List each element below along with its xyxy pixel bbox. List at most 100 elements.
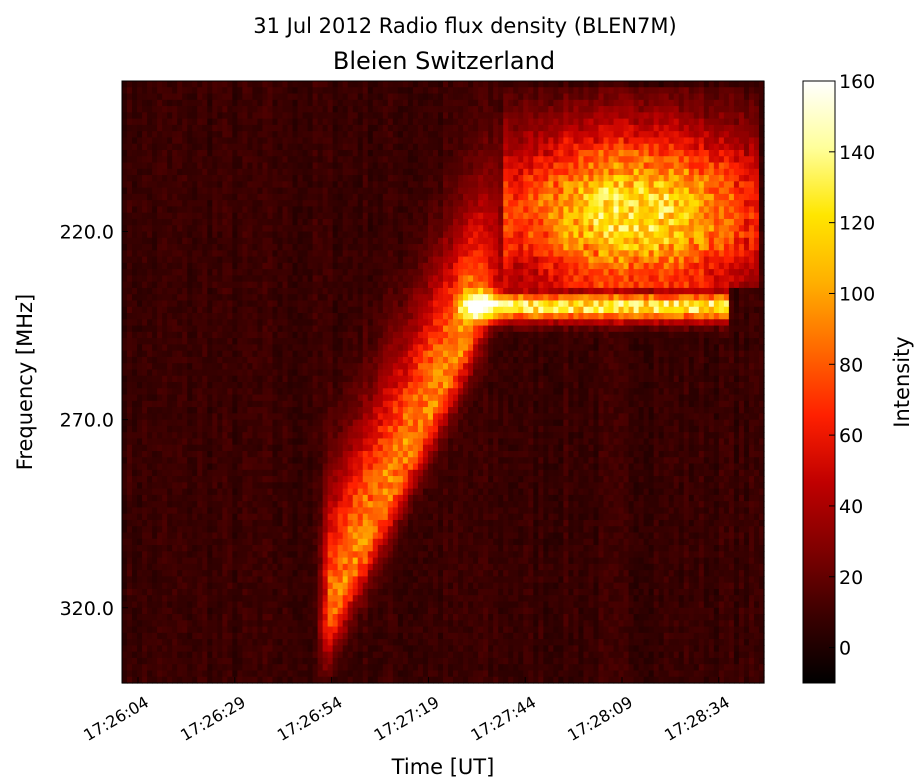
heatmap-cell [277,143,284,151]
heatmap-cell [157,313,163,320]
heatmap-cell [653,313,660,320]
heatmap-cell [463,187,469,195]
heatmap-cell [382,306,389,314]
heatmap-cell [177,106,183,113]
heatmap-cell [688,281,695,289]
heatmap-cell [478,143,484,151]
heatmap-cell [412,99,419,107]
heatmap-cell [262,225,269,233]
heatmap-cell [252,287,259,295]
heatmap-cell [407,237,414,245]
heatmap-cell [688,118,695,126]
heatmap-cell [733,181,740,189]
heatmap-cell [708,281,715,289]
heatmap-cell [723,124,730,132]
heatmap-cell [337,162,344,170]
heatmap-cell [553,212,559,220]
heatmap-cell [122,275,128,283]
heatmap-cell [192,294,198,302]
heatmap-cell [137,206,143,214]
heatmap-cell [633,200,640,208]
heatmap-cell [478,294,484,302]
heatmap-cell [658,281,665,289]
heatmap-cell [302,200,309,208]
heatmap-cell [302,206,309,214]
heatmap-cell [372,250,379,258]
heatmap-cell [212,187,218,195]
heatmap-cell [733,294,740,302]
heatmap-cell [718,275,725,283]
heatmap-cell [382,81,389,88]
heatmap-cell [277,287,284,295]
heatmap-cell [412,124,419,132]
heatmap-cell [427,306,434,314]
heatmap-cell [422,137,429,145]
heatmap-cell [387,193,394,201]
heatmap-cell [728,187,735,195]
heatmap-cell [377,149,384,157]
heatmap-cell [362,212,369,220]
heatmap-cell [412,212,419,220]
heatmap-cell [362,181,369,189]
heatmap-cell [197,149,203,157]
heatmap-cell [147,124,153,132]
heatmap-cell [533,156,539,164]
heatmap-cell [147,131,153,139]
heatmap-cell [603,137,610,145]
heatmap-cell [362,187,369,195]
heatmap-cell [758,319,765,327]
heatmap-cell [563,131,569,139]
heatmap-cell [122,294,128,302]
heatmap-cell [247,149,254,157]
heatmap-cell [182,218,188,226]
heatmap-cell [327,187,334,195]
heatmap-cell [432,206,439,214]
heatmap-cell [653,294,660,302]
heatmap-cell [723,231,730,239]
heatmap-cell [548,281,554,289]
heatmap-cell [633,300,640,308]
heatmap-cell [593,250,600,258]
heatmap-cell [147,206,153,214]
heatmap-cell [362,250,369,258]
heatmap-cell [483,313,489,320]
heatmap-cell [312,175,319,182]
heatmap-cell [322,187,329,195]
heatmap-cell [307,244,314,251]
heatmap-cell [247,212,254,220]
heatmap-cell [192,131,198,139]
heatmap-cell [728,218,735,226]
heatmap-cell [633,212,640,220]
heatmap-cell [758,162,765,170]
heatmap-cell [202,162,208,170]
heatmap-cell [177,99,183,107]
heatmap-cell [192,87,198,95]
heatmap-cell [543,218,549,226]
heatmap-cell [448,181,454,189]
heatmap-cell [182,287,188,295]
heatmap-cell [638,212,645,220]
heatmap-cell [272,269,279,276]
heatmap-cell [703,87,710,95]
heatmap-cell [132,99,138,107]
heatmap-cell [723,175,730,182]
heatmap-cell [468,200,474,208]
heatmap-cell [693,244,700,251]
heatmap-cell [227,237,233,245]
heatmap-cell [508,149,514,157]
heatmap-cell [132,81,138,88]
heatmap-cell [257,193,264,201]
heatmap-cell [372,281,379,289]
heatmap-cell [513,250,519,258]
heatmap-cell [518,250,524,258]
heatmap-cell [758,93,765,101]
heatmap-cell [548,124,554,132]
heatmap-cell [322,81,329,88]
heatmap-cell [217,181,223,189]
heatmap-cell [412,87,419,95]
heatmap-cell [713,193,720,201]
heatmap-cell [728,149,735,157]
heatmap-cell [578,294,585,302]
heatmap-cell [177,168,183,176]
heatmap-cell [453,287,459,295]
